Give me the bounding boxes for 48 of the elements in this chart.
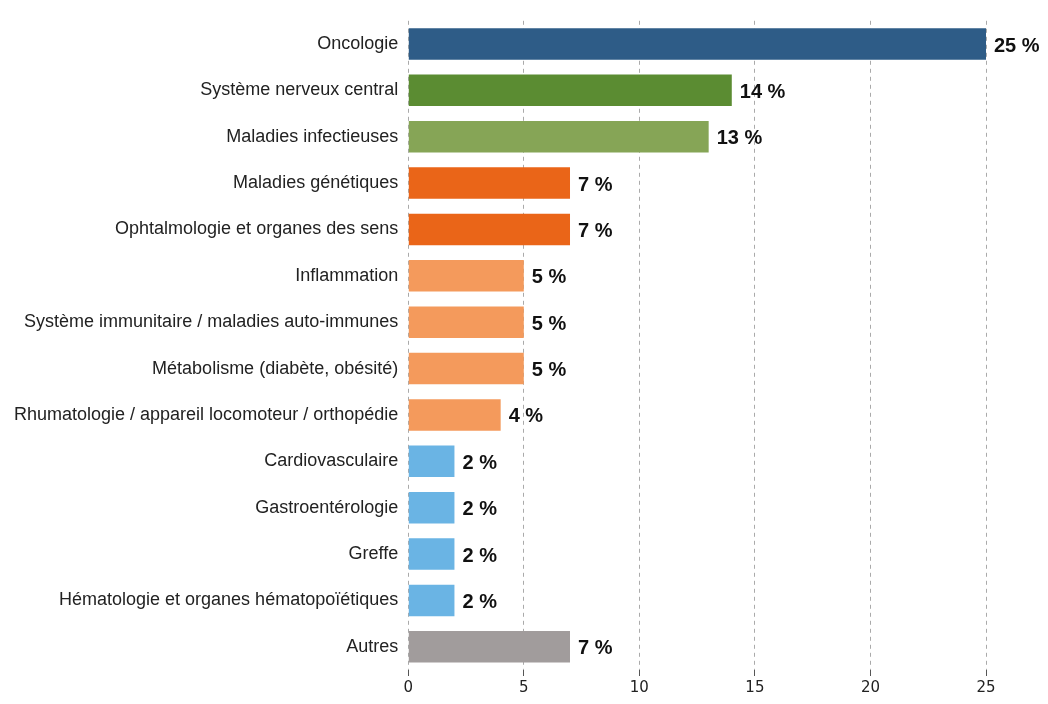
- bar: [408, 399, 501, 431]
- y-tick-label: Cardiovasculaire: [264, 450, 399, 471]
- y-tick-label: Métabolisme (diabète, obésité): [152, 357, 399, 378]
- data-label: 13 %: [716, 126, 763, 149]
- data-label: 4 %: [508, 404, 544, 427]
- y-tick-label: Ophtalmologie et organes des sens: [115, 218, 399, 239]
- y-tick-label: Hématologie et organes hématopoïétiques: [59, 589, 399, 610]
- bar: [408, 260, 524, 292]
- bar: [408, 631, 571, 663]
- data-label: 25 %: [994, 33, 1040, 56]
- data-label: 7 %: [578, 172, 613, 195]
- bar: [408, 120, 709, 153]
- x-tick-label: 0: [403, 677, 413, 696]
- bar: [408, 28, 986, 60]
- bar: [408, 352, 524, 385]
- y-tick-label: Système nerveux central: [200, 79, 399, 100]
- data-label: 5 %: [531, 358, 567, 381]
- data-label: 7 %: [578, 636, 613, 659]
- bar: [408, 538, 455, 570]
- x-tick-label: 5: [519, 677, 529, 696]
- x-tick-label: 10: [629, 677, 649, 696]
- bar: [408, 213, 571, 246]
- data-label: 2 %: [462, 450, 498, 473]
- y-tick-label: Maladies génétiques: [233, 172, 399, 193]
- data-label: 2 %: [462, 543, 498, 566]
- data-label: 5 %: [531, 311, 567, 334]
- y-tick-label: Maladies infectieuses: [226, 125, 399, 146]
- data-label: 2 %: [462, 497, 498, 520]
- y-tick-label: Rhumatologie / appareil locomoteur / orthopédie: [14, 403, 399, 424]
- bar: [408, 306, 524, 338]
- data-label: 14 %: [739, 79, 786, 102]
- y-tick-label: Autres: [346, 635, 399, 656]
- bar: [408, 584, 455, 617]
- x-tick-label: 20: [860, 677, 880, 696]
- y-tick-label: Inflammation: [295, 264, 399, 285]
- data-label: 2 %: [462, 589, 498, 612]
- bar: [408, 167, 571, 199]
- data-label: 7 %: [578, 218, 613, 241]
- x-tick-label: 15: [745, 677, 765, 696]
- bar: [408, 491, 455, 524]
- y-tick-label: Système immunitaire / maladies auto-immunes: [24, 311, 399, 332]
- bar: [408, 74, 732, 107]
- y-tick-label: Greffe: [348, 543, 399, 564]
- y-tick-label: Gastroentérologie: [255, 496, 399, 517]
- data-label: 5 %: [531, 265, 567, 288]
- y-tick-label: Oncologie: [317, 32, 399, 53]
- bar: [408, 445, 455, 478]
- x-tick-label: 25: [976, 677, 996, 696]
